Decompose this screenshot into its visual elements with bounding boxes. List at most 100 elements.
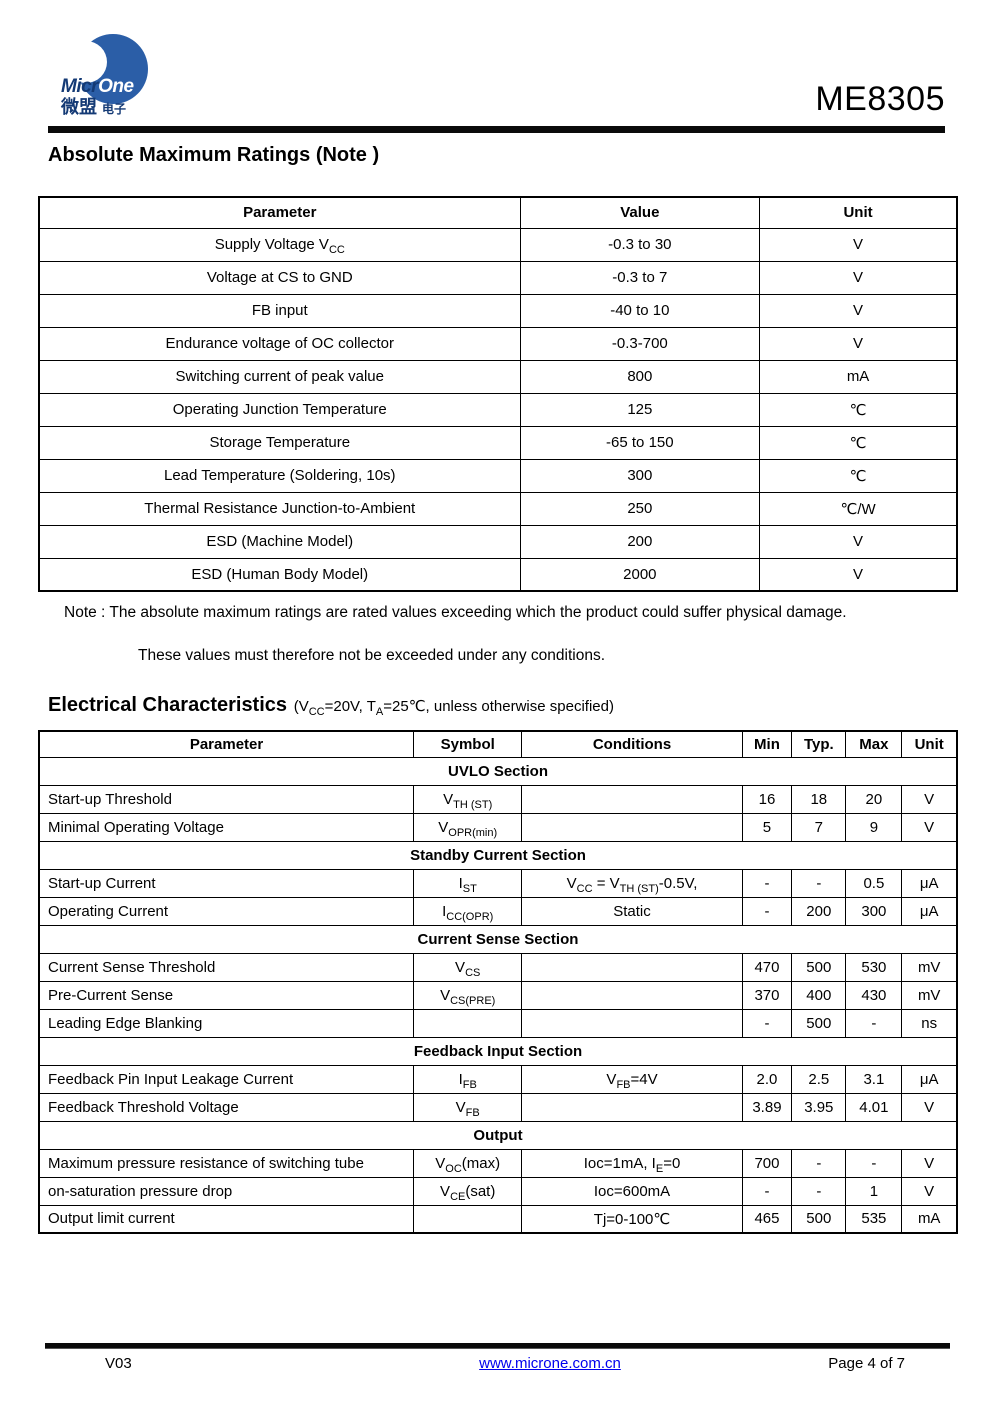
table-row: Operating Current ICC(OPR) Static -200 300 μA [38, 896, 958, 926]
max-cell: 20 [845, 784, 903, 814]
parameter-cell: Supply Voltage VCC [38, 227, 521, 262]
unit-cell: ℃ [759, 392, 958, 427]
symbol-cell: VCS(PRE) [413, 980, 523, 1010]
section-row: UVLO Section [38, 756, 958, 786]
conditions-cell [521, 812, 743, 842]
value-cell: 125 [519, 392, 761, 427]
amr-header-row: Parameter Value Unit [38, 196, 958, 229]
min-cell: 16 [741, 784, 793, 814]
symbol-cell: ICC(OPR) [413, 896, 523, 926]
typ-cell: 200 [791, 896, 847, 926]
typ-cell: - [791, 1176, 847, 1206]
unit-cell: V [901, 812, 958, 842]
header-divider [48, 126, 945, 133]
min-cell: - [741, 1008, 793, 1038]
min-cell: 5 [741, 812, 793, 842]
max-cell: - [845, 1008, 903, 1038]
table-row: Feedback Threshold Voltage VFB 3.89 3.95 4.0… [38, 1092, 958, 1122]
abs-max-note-line-1: Note : The absolute maximum ratings are … [64, 604, 847, 621]
max-cell: 0.5 [845, 868, 903, 898]
abs-max-note-line-2: These values must therefore not be excee… [138, 647, 606, 664]
table-row: Thermal Resistance Junction-to-Ambient 25… [38, 491, 958, 526]
min-cell: 3.89 [741, 1092, 793, 1122]
parameter-cell: Lead Temperature (Soldering, 10s) [38, 458, 521, 493]
min-cell: 370 [741, 980, 793, 1010]
parameter-cell: Pre-Current Sense [38, 980, 415, 1010]
unit-cell: V [759, 260, 958, 295]
symbol-cell: VFB [413, 1092, 523, 1122]
typ-cell: 500 [791, 1008, 847, 1038]
unit-cell: mA [901, 1204, 958, 1234]
conditions-cell [521, 952, 743, 982]
microne-logo-graphic: MicrOne 微盟 电子 [60, 34, 148, 117]
unit-cell: ℃/W [759, 491, 958, 526]
max-cell: 3.1 [845, 1064, 903, 1094]
typ-cell: 18 [791, 784, 847, 814]
max-cell: 4.01 [845, 1092, 903, 1122]
table-row: on-saturation pressure drop VCE(sat) Ioc=6… [38, 1176, 958, 1206]
footer-page-number: Page 4 of 7 [828, 1355, 905, 1372]
unit-cell: mA [759, 359, 958, 394]
ec-header-row: Parameter Symbol Conditions Min Typ. Max Unit [38, 730, 958, 758]
typ-cell: 500 [791, 1204, 847, 1234]
value-cell: -0.3 to 30 [519, 227, 761, 262]
typ-cell: 2.5 [791, 1064, 847, 1094]
ec-conditions-subtitle: (VCC=20V, TA=25℃, unless otherwise speci… [293, 698, 614, 718]
conditions-cell: Ioc=1mA, IE=0 [521, 1148, 743, 1178]
symbol-cell: IFB [413, 1064, 523, 1094]
parameter-cell: Output limit current [38, 1204, 415, 1234]
unit-cell: V [901, 1176, 958, 1206]
unit-cell: ℃ [759, 458, 958, 493]
symbol-cell: IST [413, 868, 523, 898]
parameter-cell: Voltage at CS to GND [38, 260, 521, 295]
unit-cell: V [759, 326, 958, 361]
footer-website-link[interactable]: www.microne.com.cn [479, 1355, 621, 1372]
max-cell: 430 [845, 980, 903, 1010]
section-row: Output [38, 1120, 958, 1150]
product-title: ME8305 [815, 80, 945, 118]
logo-brand-one: One [98, 76, 134, 97]
value-cell: 250 [519, 491, 761, 526]
parameter-cell: on-saturation pressure drop [38, 1176, 415, 1206]
value-cell: -0.3 to 7 [519, 260, 761, 295]
table-row: FB input -40 to 10 V [38, 293, 958, 328]
conditions-cell: VCC = VTH (ST)-0.5V, [521, 868, 743, 898]
symbol-cell: VOC(max) [413, 1148, 523, 1178]
min-cell: - [741, 896, 793, 926]
section-header-cell: Standby Current Section [38, 840, 958, 870]
section-row: Standby Current Section [38, 840, 958, 870]
parameter-cell: Storage Temperature [38, 425, 521, 460]
column-header: Parameter [38, 196, 521, 229]
max-cell: 1 [845, 1176, 903, 1206]
parameter-cell: ESD (Machine Model) [38, 524, 521, 559]
unit-cell: V [759, 524, 958, 559]
conditions-cell [521, 980, 743, 1010]
parameter-cell: FB input [38, 293, 521, 328]
electrical-characteristics-table: Parameter Symbol Conditions Min Typ. Max Unit … [38, 730, 958, 1234]
unit-cell: ns [901, 1008, 958, 1038]
parameter-cell: Feedback Threshold Voltage [38, 1092, 415, 1122]
table-row: Leading Edge Blanking -500- ns [38, 1008, 958, 1038]
logo-brand-cn-main: 微盟 [60, 96, 97, 117]
parameter-cell: ESD (Human Body Model) [38, 557, 521, 592]
table-row: Minimal Operating Voltage VOPR(min) 5 7 9 V [38, 812, 958, 842]
max-cell: 300 [845, 896, 903, 926]
value-cell: 800 [519, 359, 761, 394]
column-header: Unit [759, 196, 958, 229]
min-cell: 700 [741, 1148, 793, 1178]
section-header-cell: Feedback Input Section [38, 1036, 958, 1066]
unit-cell: μA [901, 868, 958, 898]
section-header-cell: Current Sense Section [38, 924, 958, 954]
section-header-cell: Output [38, 1120, 958, 1150]
section-row: Feedback Input Section [38, 1036, 958, 1066]
symbol-cell: VCS [413, 952, 523, 982]
parameter-cell: Thermal Resistance Junction-to-Ambient [38, 491, 521, 526]
min-cell: 2.0 [741, 1064, 793, 1094]
table-row: Pre-Current Sense VCS(PRE) 370 400 430 mV [38, 980, 958, 1010]
column-header: Symbol [413, 730, 523, 758]
conditions-cell: Ioc=600mA [521, 1176, 743, 1206]
typ-cell: - [791, 868, 847, 898]
column-header: Parameter [38, 730, 415, 758]
column-header: Min [741, 730, 793, 758]
